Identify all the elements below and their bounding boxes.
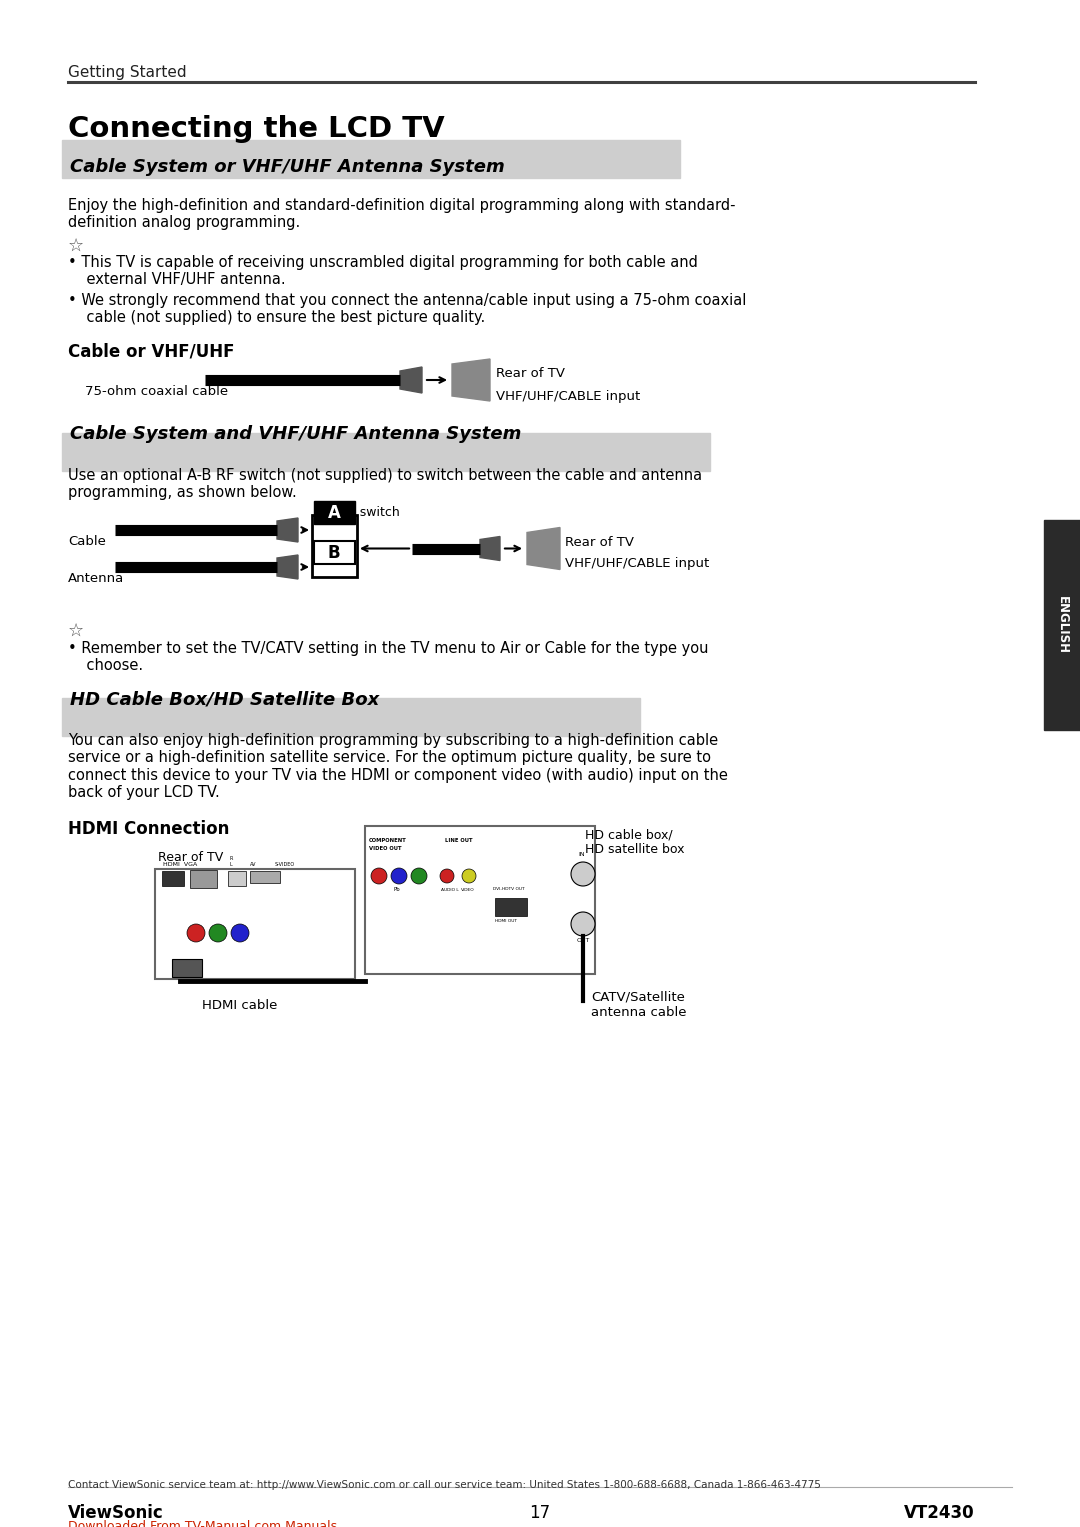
Text: Rear of TV: Rear of TV — [158, 851, 224, 864]
Text: VHF/UHF/CABLE input: VHF/UHF/CABLE input — [496, 389, 640, 403]
Text: A: A — [327, 504, 340, 522]
Bar — [1044, 521, 1080, 730]
Text: A-B RF switch: A-B RF switch — [315, 505, 400, 519]
Polygon shape — [276, 518, 298, 542]
Bar — [162, 870, 184, 886]
Bar — [62, 698, 640, 736]
Bar — [62, 140, 680, 179]
Text: Cable or VHF/UHF: Cable or VHF/UHF — [68, 342, 234, 360]
Text: S-VIDEO: S-VIDEO — [275, 863, 295, 867]
Text: Cable System or VHF/UHF Antenna System: Cable System or VHF/UHF Antenna System — [70, 157, 504, 176]
Circle shape — [187, 924, 205, 942]
Bar — [190, 870, 217, 889]
Text: LINE OUT: LINE OUT — [445, 838, 473, 843]
Circle shape — [372, 867, 387, 884]
Text: Rear of TV: Rear of TV — [565, 536, 634, 548]
Bar — [314, 541, 355, 563]
Circle shape — [571, 863, 595, 886]
Bar — [495, 898, 527, 916]
Text: VT2430: VT2430 — [904, 1504, 975, 1522]
Text: • Remember to set the TV/CATV setting in the TV menu to Air or Cable for the typ: • Remember to set the TV/CATV setting in… — [68, 641, 708, 673]
Text: ViewSonic: ViewSonic — [68, 1504, 164, 1522]
Text: VIDEO OUT: VIDEO OUT — [369, 846, 402, 851]
Bar — [249, 870, 280, 883]
Circle shape — [210, 924, 227, 942]
Text: AUDIO L: AUDIO L — [441, 889, 459, 892]
Text: IN: IN — [578, 852, 584, 857]
Text: Downloaded From TV-Manual.com Manuals: Downloaded From TV-Manual.com Manuals — [68, 1519, 337, 1527]
Text: Pb: Pb — [394, 887, 401, 892]
Text: Rear of TV: Rear of TV — [496, 366, 565, 380]
Text: Enjoy the high-definition and standard-definition digital programming along with: Enjoy the high-definition and standard-d… — [68, 199, 735, 231]
Text: HD Cable Box/HD Satellite Box: HD Cable Box/HD Satellite Box — [70, 690, 379, 709]
Text: ☆: ☆ — [68, 237, 84, 255]
Text: Getting Started: Getting Started — [68, 66, 187, 79]
Text: HDMI Connection: HDMI Connection — [68, 820, 229, 838]
Polygon shape — [400, 366, 422, 392]
Text: R
L: R L — [230, 857, 233, 867]
Circle shape — [231, 924, 249, 942]
Polygon shape — [480, 536, 500, 560]
Text: CATV/Satellite
antenna cable: CATV/Satellite antenna cable — [591, 991, 687, 1019]
Text: VIDEO: VIDEO — [461, 889, 474, 892]
Bar — [228, 870, 246, 886]
Text: Use an optional A-B RF switch (not supplied) to switch between the cable and ant: Use an optional A-B RF switch (not suppl… — [68, 467, 702, 501]
Circle shape — [462, 869, 476, 883]
Text: OUT: OUT — [577, 938, 591, 944]
Text: HDMI OUT: HDMI OUT — [495, 919, 517, 922]
Bar — [312, 515, 357, 577]
Circle shape — [571, 912, 595, 936]
Polygon shape — [276, 554, 298, 579]
Text: • This TV is capable of receiving unscrambled digital programming for both cable: • This TV is capable of receiving unscra… — [68, 255, 698, 287]
Circle shape — [411, 867, 427, 884]
Text: Cable System and VHF/UHF Antenna System: Cable System and VHF/UHF Antenna System — [70, 425, 522, 443]
Polygon shape — [527, 527, 561, 570]
Text: HDMI cable: HDMI cable — [202, 999, 278, 1012]
Text: VHF/UHF/CABLE input: VHF/UHF/CABLE input — [565, 556, 710, 570]
Text: Cable: Cable — [68, 534, 106, 548]
Text: Contact ViewSonic service team at: http://www.ViewSonic.com or call our service : Contact ViewSonic service team at: http:… — [68, 1480, 821, 1490]
Bar — [314, 501, 355, 524]
Bar — [62, 434, 710, 470]
Polygon shape — [453, 359, 490, 402]
Text: 75-ohm coaxial cable: 75-ohm coaxial cable — [85, 385, 228, 399]
Text: HD cable box/
HD satellite box: HD cable box/ HD satellite box — [585, 828, 685, 857]
Text: ENGLISH: ENGLISH — [1055, 596, 1068, 654]
Text: COMPONENT: COMPONENT — [369, 838, 407, 843]
Text: 17: 17 — [529, 1504, 551, 1522]
Text: ☆: ☆ — [68, 621, 84, 640]
Text: HDMI  VGA: HDMI VGA — [163, 863, 198, 867]
Text: DVI-HDTV OUT: DVI-HDTV OUT — [492, 887, 525, 890]
Bar — [156, 869, 355, 979]
Text: Antenna: Antenna — [68, 573, 124, 585]
Bar — [172, 959, 202, 977]
Circle shape — [391, 867, 407, 884]
Circle shape — [440, 869, 454, 883]
Text: Connecting the LCD TV: Connecting the LCD TV — [68, 115, 445, 144]
Text: • We strongly recommend that you connect the antenna/cable input using a 75-ohm : • We strongly recommend that you connect… — [68, 293, 746, 325]
Bar — [365, 826, 595, 974]
Text: You can also enjoy high-definition programming by subscribing to a high-definiti: You can also enjoy high-definition progr… — [68, 733, 728, 800]
Text: AV: AV — [249, 863, 257, 867]
Text: B: B — [327, 544, 340, 562]
